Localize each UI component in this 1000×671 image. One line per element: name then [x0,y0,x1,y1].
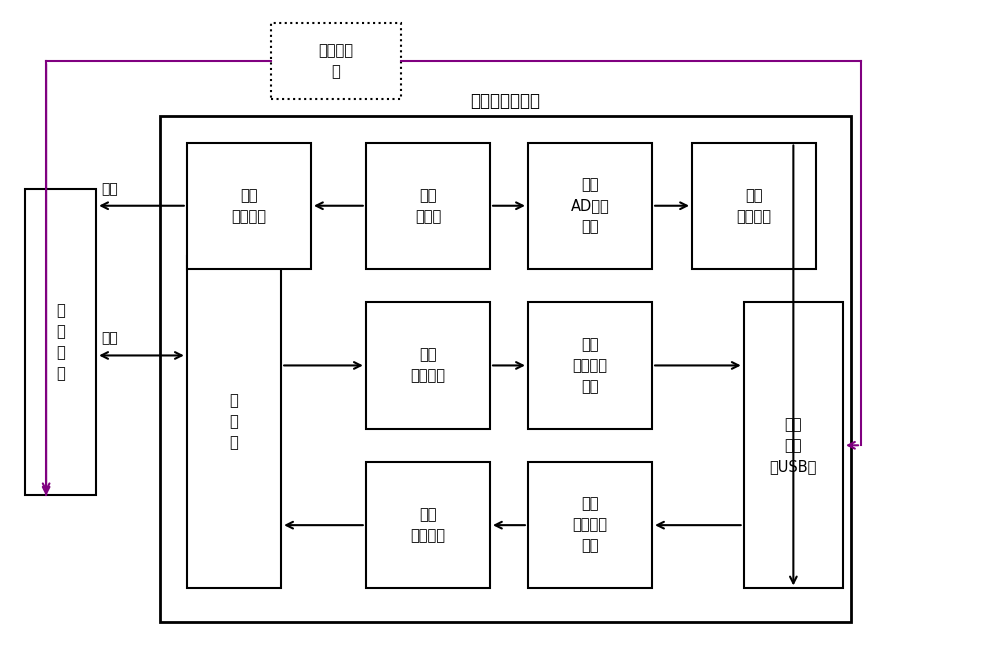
Text: 多档
电流计: 多档 电流计 [415,188,441,223]
Bar [528,142,652,269]
Bar [528,302,652,429]
Bar [187,142,311,269]
Bar [528,462,652,588]
Text: 高速
AD转换
单元: 高速 AD转换 单元 [571,177,609,234]
Text: 射频
接收单元: 射频 接收单元 [410,348,445,383]
Text: 基带
信号发生
单元: 基带 信号发生 单元 [572,497,607,554]
Text: 标准计算
机: 标准计算 机 [318,43,353,79]
Text: 基带
信号处理
单元: 基带 信号处理 单元 [572,337,607,394]
Text: 电压
输出单元: 电压 输出单元 [231,188,266,223]
Bar [187,256,281,588]
Text: 射频
发射单元: 射频 发射单元 [410,507,445,543]
Bar [160,116,851,621]
Text: 一体化测量装置: 一体化测量装置 [470,93,540,110]
Text: 被
测
单
元: 被 测 单 元 [56,303,65,381]
Text: 合
路
器: 合 路 器 [230,393,238,450]
Bar [25,189,96,495]
Text: 同步
处理单元: 同步 处理单元 [737,188,772,223]
Bar [366,142,490,269]
Bar [366,462,490,588]
Bar [271,23,401,99]
Bar [744,302,843,588]
Bar [366,302,490,429]
Bar [692,142,816,269]
Text: 电缆: 电缆 [101,182,118,196]
Text: 标准
接口
（USB）: 标准 接口 （USB） [770,417,817,474]
Text: 射频: 射频 [101,331,118,346]
